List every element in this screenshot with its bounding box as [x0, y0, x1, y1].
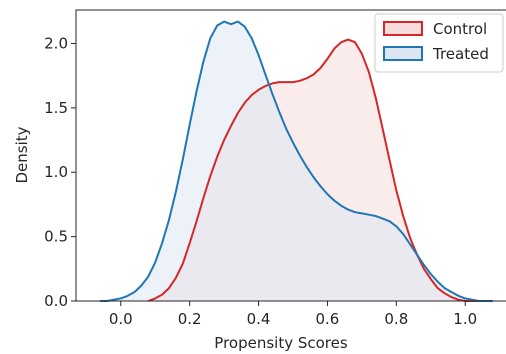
- x-tick-label: 0.4: [247, 310, 271, 328]
- legend-swatch-treated: [383, 46, 423, 61]
- legend-label-treated: Treated: [432, 45, 489, 63]
- plot-frame: [75, 9, 506, 302]
- line-control: [147, 38, 479, 302]
- y-tick-label: 0.5: [44, 228, 68, 246]
- y-tick-label: 0.0: [44, 292, 68, 310]
- x-axis-ticks: 0.0 0.2 0.4 0.6 0.8 1.0: [109, 301, 477, 328]
- legend-swatch-control: [383, 21, 423, 36]
- density-lines: [100, 20, 493, 302]
- y-tick-label: 1.0: [44, 163, 68, 181]
- x-tick-label: 1.0: [453, 310, 477, 328]
- y-tick-label: 2.0: [44, 34, 68, 52]
- y-axis-label: Density: [13, 126, 31, 183]
- y-axis-ticks: 0.0 0.5 1.0 1.5 2.0: [44, 34, 76, 310]
- x-tick-label: 0.8: [384, 310, 408, 328]
- x-tick-label: 0.6: [316, 310, 340, 328]
- legend: Control Treated: [374, 13, 504, 73]
- x-tick-label: 0.2: [178, 310, 202, 328]
- x-axis-label: Propensity Scores: [214, 334, 348, 352]
- legend-label-control: Control: [433, 20, 487, 38]
- line-treated: [100, 20, 493, 302]
- y-tick-label: 1.5: [44, 99, 68, 117]
- x-tick-label: 0.0: [109, 310, 133, 328]
- density-fills: [100, 21, 493, 301]
- area-treated: [100, 21, 493, 301]
